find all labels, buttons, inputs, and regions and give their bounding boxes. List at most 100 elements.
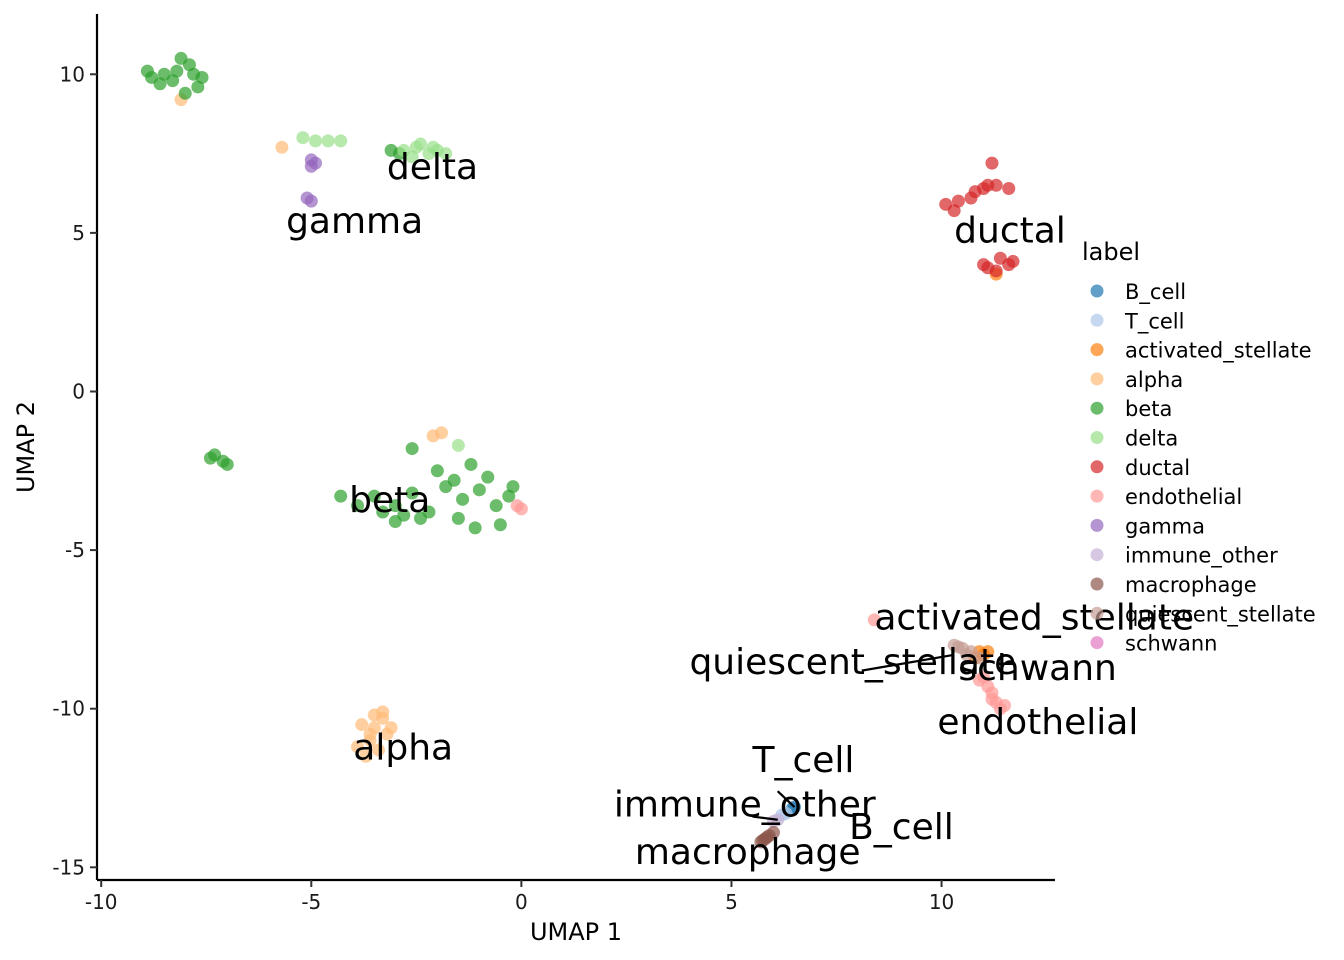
point-beta <box>414 511 428 525</box>
point-macrophage <box>760 830 774 844</box>
point-delta <box>308 134 322 148</box>
point-endothelial <box>972 673 986 687</box>
cluster-label-alpha: alpha <box>353 727 453 768</box>
x-tick-label: 10 <box>929 890 954 914</box>
point-gamma <box>304 159 318 173</box>
point-beta <box>388 499 402 513</box>
legend-label-t-cell: T_cell <box>1124 309 1184 334</box>
point-beta <box>140 64 154 78</box>
cluster-label-endothelial: endothelial <box>937 702 1138 743</box>
legend-swatch-macrophage <box>1090 577 1104 591</box>
point-alpha <box>363 727 377 741</box>
legend-swatch-beta <box>1090 401 1104 415</box>
point-beta <box>334 489 348 503</box>
point-quiescent-stellate <box>960 648 974 662</box>
leader-line <box>776 790 796 808</box>
point-ductal <box>1006 254 1020 268</box>
point-endothelial <box>998 699 1012 713</box>
y-tick-label: 10 <box>60 62 85 86</box>
point-beta <box>456 492 470 506</box>
legend-swatch-alpha <box>1090 372 1104 386</box>
point-beta <box>481 470 495 484</box>
legend-swatch-schwann <box>1090 636 1104 650</box>
legend-swatch-endothelial <box>1090 489 1104 503</box>
point-endothelial <box>985 692 999 706</box>
x-tick-label: 0 <box>515 890 528 914</box>
point-ductal <box>993 251 1007 265</box>
points-layer <box>140 51 1020 849</box>
point-beta <box>376 505 390 519</box>
point-ductal <box>968 185 982 199</box>
point-beta <box>472 483 486 497</box>
point-beta <box>153 77 167 91</box>
y-tick-label: -10 <box>52 697 85 721</box>
legend-swatch-delta <box>1090 431 1104 444</box>
cluster-label-quiescent-stellate: quiescent_stellate <box>689 642 1016 683</box>
point-beta <box>430 464 444 478</box>
cluster-label-immune-other: immune_other <box>614 785 876 826</box>
point-gamma <box>304 194 318 208</box>
legend-label-ductal: ductal <box>1125 456 1190 480</box>
point-ductal <box>981 178 995 192</box>
point-delta <box>426 140 440 154</box>
legend-title: label <box>1082 238 1140 266</box>
legend-label-macrophage: macrophage <box>1125 573 1257 597</box>
point-beta <box>195 70 209 84</box>
point-beta <box>174 51 188 65</box>
point-alpha <box>384 721 398 735</box>
point-endothelial <box>510 499 524 513</box>
cluster-label-schwann: schwann <box>958 648 1117 689</box>
point-alpha <box>351 740 365 754</box>
point-beta <box>447 473 461 487</box>
x-axis-title: UMAP 1 <box>530 918 622 946</box>
point-delta <box>414 137 428 151</box>
y-tick-label: -5 <box>65 538 85 562</box>
cluster-label-gamma: gamma <box>286 201 423 242</box>
point-alpha <box>275 140 289 154</box>
point-beta <box>405 442 419 456</box>
legend-swatch-quiescent-stellate <box>1090 606 1104 620</box>
legend-label-schwann: schwann <box>1125 632 1217 656</box>
y-tick-label: 5 <box>72 221 85 245</box>
point-alpha <box>435 426 449 440</box>
leader-line <box>861 653 955 672</box>
legend-label-activated-stellate: activated_stellate <box>1125 339 1312 364</box>
legend-label-beta: beta <box>1125 397 1172 421</box>
cluster-label-t-cell: T_cell <box>751 740 854 781</box>
point-alpha <box>355 718 369 732</box>
legend-swatch-ductal <box>1090 460 1104 474</box>
cluster-label-macrophage: macrophage <box>635 832 861 873</box>
point-beta <box>468 521 482 535</box>
point-beta <box>367 489 381 503</box>
point-beta <box>506 480 520 494</box>
cluster-label-activated-stellate: activated_stellate <box>874 597 1194 638</box>
point-alpha <box>359 749 373 763</box>
point-quiescent-stellate <box>951 640 965 654</box>
point-ductal <box>947 204 961 218</box>
point-alpha <box>367 708 381 722</box>
point-quiescent-stellate <box>972 651 986 665</box>
point-beta <box>464 457 478 471</box>
cluster-label-ductal: ductal <box>954 210 1066 251</box>
legend-label-immune-other: immune_other <box>1125 544 1278 569</box>
point-ductal <box>1002 181 1016 195</box>
cluster-label-delta: delta <box>387 147 478 188</box>
point-delta <box>334 134 348 148</box>
point-beta <box>388 515 402 529</box>
leader-lines <box>752 653 955 821</box>
legend-swatch-immune-other <box>1090 548 1104 562</box>
y-tick-label: 0 <box>72 379 85 403</box>
cluster-labels: delta gamma ductal beta activated_stellatequ… <box>286 147 1194 873</box>
x-tick-label: -10 <box>85 890 118 914</box>
point-beta <box>351 499 365 513</box>
point-beta <box>451 511 465 525</box>
legend-swatch-t-cell <box>1090 313 1104 327</box>
legend-label-b-cell: B_cell <box>1125 280 1186 305</box>
point-beta <box>166 74 180 88</box>
legend-label-delta: delta <box>1125 427 1178 451</box>
leader-line <box>752 815 778 821</box>
point-delta <box>439 147 453 161</box>
legend-label-alpha: alpha <box>1125 368 1183 392</box>
